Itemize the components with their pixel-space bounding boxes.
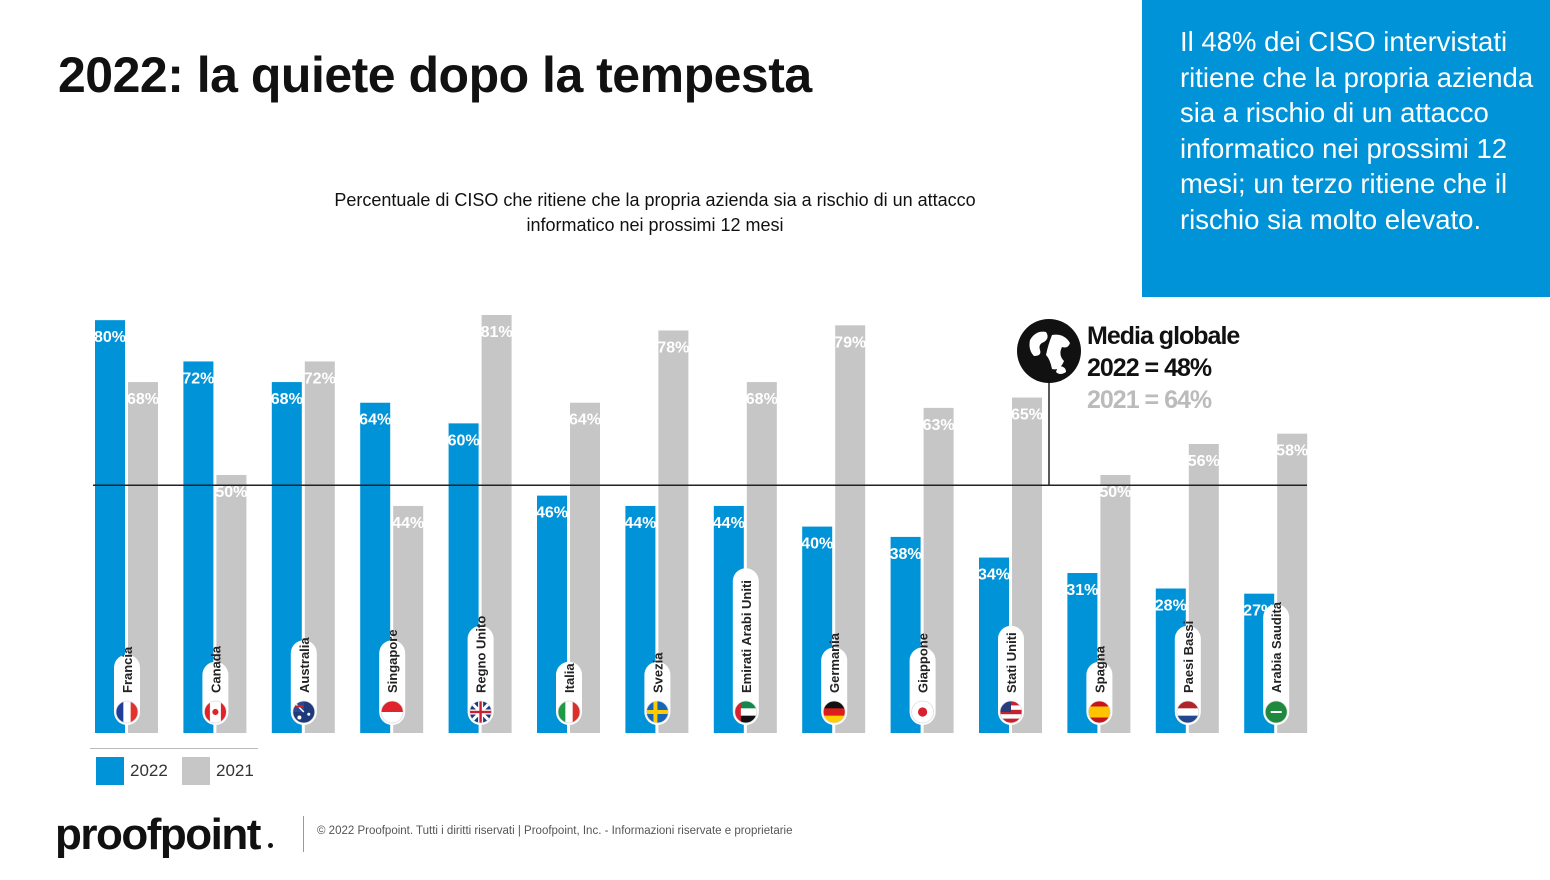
flag-sweden-icon bbox=[646, 700, 669, 724]
flag-uae-icon bbox=[734, 700, 758, 724]
footer-text: © 2022 Proofpoint. Tutti i diritti riser… bbox=[317, 825, 793, 837]
value-label-2021: 44% bbox=[392, 515, 424, 532]
value-label-2022: 28% bbox=[1155, 598, 1187, 615]
flag-canada-icon bbox=[203, 700, 227, 724]
flag-saudi-arabia-icon bbox=[1264, 700, 1288, 724]
value-label-2022: 68% bbox=[271, 391, 303, 408]
country-label: Giappone bbox=[916, 633, 931, 693]
logo-registered-mark bbox=[268, 843, 273, 848]
value-label-2022: 44% bbox=[713, 515, 745, 532]
country-label: Canada bbox=[208, 645, 223, 693]
footer-divider bbox=[303, 816, 304, 852]
legend-label-2022: 2022 bbox=[130, 761, 168, 780]
value-label-2022: 80% bbox=[94, 329, 126, 346]
country-label: Emirati Arabi Uniti bbox=[739, 580, 754, 693]
callout-box: Il 48% dei CISO intervistati ritiene che… bbox=[1142, 0, 1550, 297]
value-label-2021: 58% bbox=[1276, 443, 1308, 460]
flag-france-icon bbox=[115, 700, 139, 724]
global-average-2022: 2022 = 48% bbox=[1087, 354, 1212, 382]
page-title: 2022: la quiete dopo la tempesta bbox=[58, 47, 812, 103]
flag-germany-icon bbox=[822, 700, 846, 724]
value-label-2021: 68% bbox=[746, 391, 778, 408]
flag-netherlands-icon bbox=[1176, 700, 1200, 724]
value-label-2022: 46% bbox=[536, 505, 568, 522]
value-label-2021: 56% bbox=[1188, 453, 1220, 470]
country-pill bbox=[998, 625, 1024, 725]
value-label-2021: 50% bbox=[215, 484, 247, 501]
legend-swatch-2021 bbox=[182, 757, 210, 785]
country-label: Singapore bbox=[385, 629, 400, 693]
value-label-2022: 64% bbox=[359, 412, 391, 429]
flag-usa-icon bbox=[999, 700, 1023, 724]
value-label-2022: 44% bbox=[624, 515, 656, 532]
legend-label-2021: 2021 bbox=[216, 761, 254, 780]
value-label-2021: 68% bbox=[127, 391, 159, 408]
country-pill bbox=[1174, 625, 1201, 725]
country-label: Spagna bbox=[1092, 645, 1107, 693]
bar-chart: 80%68%Francia72%50%Canada68%72%Australia… bbox=[93, 315, 1308, 733]
legend-swatch-2022 bbox=[96, 757, 124, 785]
value-label-2021: 64% bbox=[569, 412, 601, 429]
country-label: Stati Uniti bbox=[1004, 632, 1019, 693]
chart-title: Percentuale di CISO che ritiene che la p… bbox=[334, 190, 976, 235]
flag-spain-icon bbox=[1088, 700, 1111, 724]
flag-japan-icon bbox=[911, 700, 934, 724]
country-label: Australia bbox=[297, 637, 312, 693]
value-label-2021: 63% bbox=[923, 417, 955, 434]
callout-text: Il 48% dei CISO intervistati ritiene che… bbox=[1180, 26, 1534, 235]
flag-italy-icon bbox=[557, 700, 581, 724]
country-pill bbox=[732, 568, 759, 725]
country-label: Paesi Bassi bbox=[1181, 621, 1196, 693]
value-label-2022: 31% bbox=[1066, 582, 1098, 599]
value-label-2021: 65% bbox=[1011, 407, 1043, 424]
flag-singapore-icon bbox=[380, 700, 404, 724]
proofpoint-logo: proofpoint bbox=[55, 810, 261, 859]
value-label-2021: 81% bbox=[481, 324, 513, 341]
flag-australia-icon bbox=[292, 700, 316, 724]
flag-uk-icon bbox=[469, 700, 493, 724]
country-label: Italia bbox=[562, 663, 577, 693]
chart-legend: 2022 2021 bbox=[90, 748, 258, 787]
country-label: Germania bbox=[827, 632, 842, 693]
country-pill bbox=[1263, 604, 1290, 725]
value-label-2021: 78% bbox=[657, 339, 689, 356]
value-label-2021: 72% bbox=[304, 370, 336, 387]
value-label-2021: 50% bbox=[1099, 484, 1131, 501]
value-label-2022: 38% bbox=[890, 546, 922, 563]
country-label: Regno Unito bbox=[474, 616, 489, 693]
globe-icon bbox=[1017, 319, 1081, 383]
value-label-2021: 79% bbox=[834, 334, 866, 351]
value-label-2022: 40% bbox=[801, 536, 833, 553]
global-average-heading: Media globale bbox=[1087, 322, 1240, 350]
global-average-2021: 2021 = 64% bbox=[1087, 386, 1212, 414]
country-pill bbox=[467, 625, 494, 725]
country-label: Arabia Saudita bbox=[1269, 601, 1284, 693]
country-label: Svezia bbox=[650, 652, 665, 693]
value-label-2022: 60% bbox=[448, 432, 480, 449]
value-label-2022: 72% bbox=[182, 370, 214, 387]
country-label: Francia bbox=[120, 646, 135, 693]
value-label-2022: 34% bbox=[978, 567, 1010, 584]
